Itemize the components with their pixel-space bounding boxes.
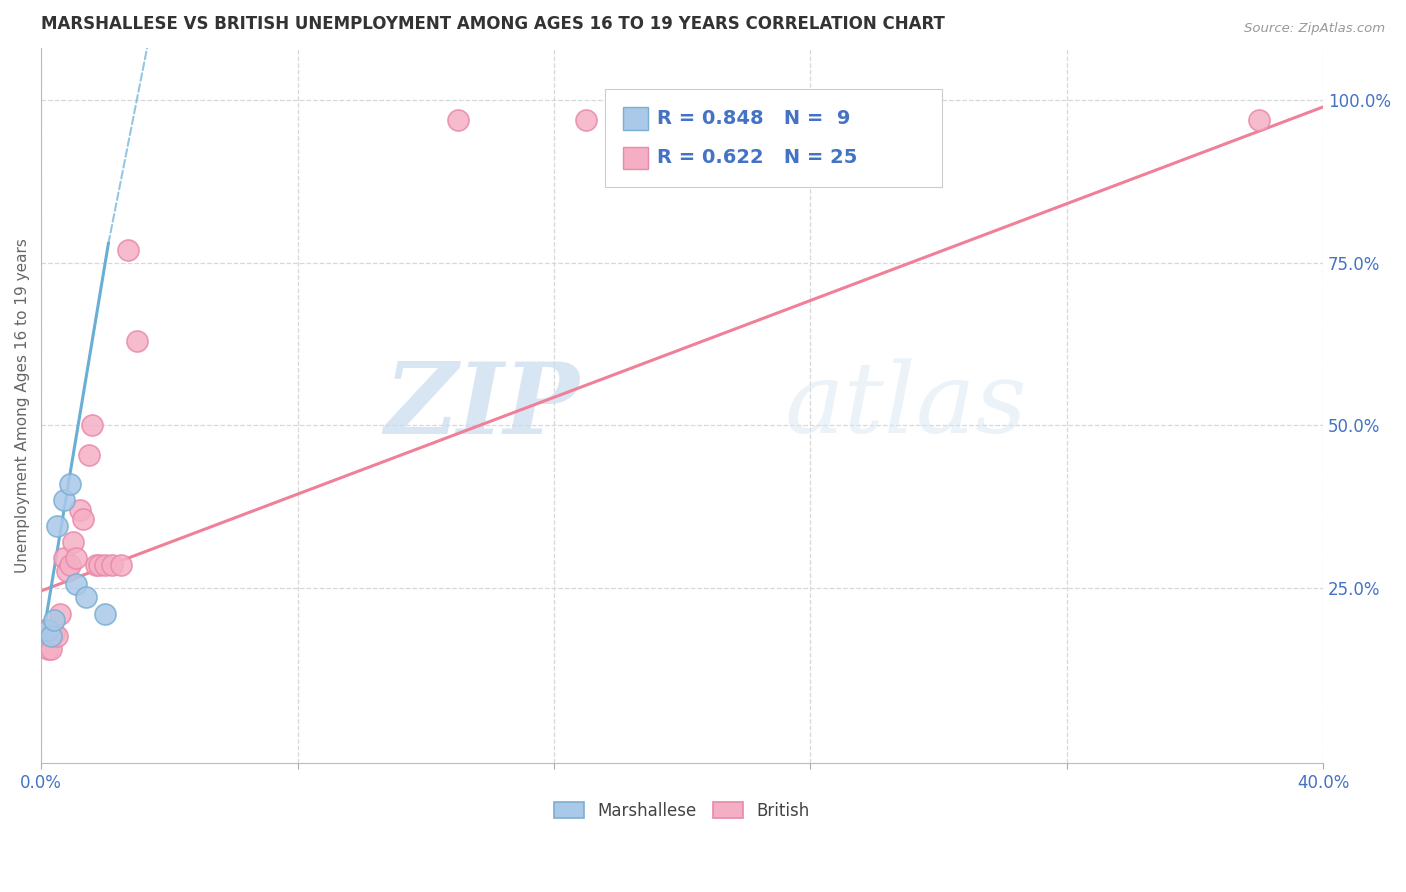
Point <box>49 607 72 621</box>
Point <box>39 629 62 643</box>
Point <box>575 112 598 127</box>
Point <box>52 551 75 566</box>
Point <box>62 535 84 549</box>
Point <box>46 519 69 533</box>
Point <box>77 448 100 462</box>
Point <box>42 613 65 627</box>
Point <box>59 476 82 491</box>
Point <box>110 558 132 572</box>
Point <box>72 512 94 526</box>
Point <box>39 642 62 657</box>
Point <box>82 418 104 433</box>
Point <box>1247 112 1270 127</box>
Point <box>100 558 122 572</box>
Point <box>447 112 470 127</box>
Point <box>37 642 59 657</box>
Point <box>84 558 107 572</box>
Point <box>87 558 110 572</box>
Point <box>65 551 87 566</box>
Text: MARSHALLESE VS BRITISH UNEMPLOYMENT AMONG AGES 16 TO 19 YEARS CORRELATION CHART: MARSHALLESE VS BRITISH UNEMPLOYMENT AMON… <box>41 15 945 33</box>
Point <box>75 591 97 605</box>
Point <box>117 243 139 257</box>
Point <box>34 623 56 637</box>
Text: R = 0.622   N = 25: R = 0.622 N = 25 <box>657 148 858 168</box>
Point <box>37 623 59 637</box>
Legend: Marshallese, British: Marshallese, British <box>547 795 817 826</box>
Point <box>59 558 82 572</box>
Text: atlas: atlas <box>785 359 1028 453</box>
Point <box>46 629 69 643</box>
Point <box>127 334 149 348</box>
Text: ZIP: ZIP <box>385 358 579 454</box>
Point <box>42 626 65 640</box>
Point <box>69 502 91 516</box>
Text: R = 0.848   N =  9: R = 0.848 N = 9 <box>657 109 851 128</box>
Point <box>94 607 117 621</box>
Y-axis label: Unemployment Among Ages 16 to 19 years: Unemployment Among Ages 16 to 19 years <box>15 238 30 574</box>
Point <box>94 558 117 572</box>
Point <box>52 493 75 508</box>
Point <box>65 577 87 591</box>
Text: Source: ZipAtlas.com: Source: ZipAtlas.com <box>1244 22 1385 36</box>
Point <box>55 565 77 579</box>
